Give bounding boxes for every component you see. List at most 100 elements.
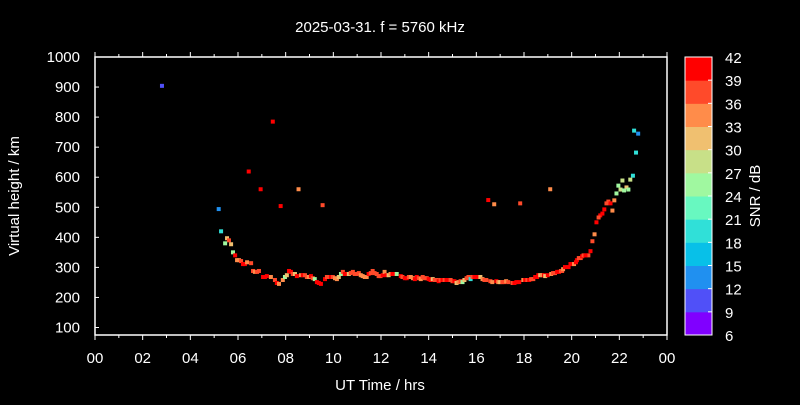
data-point xyxy=(340,269,345,274)
y-tick-label: 800 xyxy=(55,109,80,126)
data-point xyxy=(612,198,617,203)
y-tick-label: 200 xyxy=(55,289,80,306)
data-point xyxy=(264,274,269,279)
data-point xyxy=(223,241,228,246)
data-point xyxy=(233,253,238,258)
x-tick-label: 00 xyxy=(87,350,104,367)
colorbar-band xyxy=(685,149,712,174)
data-point xyxy=(444,278,449,283)
data-point xyxy=(356,271,361,276)
x-tick-label: 18 xyxy=(516,350,533,367)
data-point xyxy=(294,274,299,279)
data-point xyxy=(492,202,497,207)
data-point xyxy=(284,273,289,278)
data-point xyxy=(348,271,353,276)
data-point xyxy=(280,278,285,283)
colorbar-tick-label: 6 xyxy=(725,328,733,345)
data-point xyxy=(272,278,277,283)
chart-title: 2025-03-31. f = 5760 kHz xyxy=(295,19,465,36)
data-point xyxy=(614,191,619,196)
data-point xyxy=(219,229,224,234)
data-point xyxy=(316,281,321,286)
data-point xyxy=(600,211,605,216)
data-point xyxy=(412,277,417,282)
x-tick-label: 06 xyxy=(230,350,247,367)
data-point xyxy=(382,269,387,274)
data-point xyxy=(252,269,257,274)
data-point xyxy=(468,277,473,282)
data-point xyxy=(239,259,244,264)
data-point xyxy=(460,280,465,285)
data-point xyxy=(270,119,275,124)
data-point xyxy=(462,278,467,283)
data-point xyxy=(296,187,301,192)
data-point xyxy=(618,187,623,192)
x-tick-label: 08 xyxy=(277,350,294,367)
data-point xyxy=(288,269,293,274)
data-point xyxy=(414,274,419,279)
data-point xyxy=(330,274,335,279)
data-point xyxy=(159,83,164,88)
data-point xyxy=(543,274,548,279)
colorbar-tick-label: 42 xyxy=(725,50,742,67)
data-point xyxy=(420,274,425,279)
data-point xyxy=(604,201,609,206)
data-point xyxy=(548,187,553,192)
data-point xyxy=(602,207,607,212)
data-point xyxy=(478,274,483,279)
data-point xyxy=(308,274,313,279)
data-point xyxy=(628,177,633,182)
data-point xyxy=(320,203,325,208)
data-point xyxy=(384,273,389,278)
data-point xyxy=(378,274,383,279)
data-point xyxy=(518,201,523,206)
y-axis-label: Virtual height / km xyxy=(6,136,23,256)
x-axis-label: UT Time / hrs xyxy=(335,377,425,394)
data-point xyxy=(531,277,536,282)
colorbar-band xyxy=(685,126,712,151)
data-point xyxy=(342,271,347,276)
data-point xyxy=(322,277,327,282)
data-point xyxy=(242,262,247,267)
colorbar: 6 9 12 15 18 21 24 27 30 33 36 39 42 xyxy=(684,50,742,345)
data-point xyxy=(562,265,567,270)
data-point xyxy=(336,274,341,279)
data-point xyxy=(268,274,273,279)
data-point xyxy=(498,280,503,285)
colorbar-band xyxy=(685,242,712,266)
data-point xyxy=(306,274,311,279)
data-point xyxy=(368,271,373,276)
data-point xyxy=(456,280,461,285)
data-point xyxy=(545,273,550,278)
y-tick-label: 100 xyxy=(55,319,80,336)
data-point xyxy=(278,204,283,209)
y-tick-label: 700 xyxy=(55,139,80,156)
data-point xyxy=(486,198,491,203)
data-point xyxy=(366,271,371,276)
data-point xyxy=(428,278,433,283)
data-point xyxy=(598,213,603,218)
data-point xyxy=(561,267,566,272)
data-point xyxy=(586,253,591,258)
x-tick-label: 10 xyxy=(325,350,342,367)
data-point xyxy=(596,215,601,220)
y-tick-label: 900 xyxy=(55,79,80,96)
data-point xyxy=(354,271,359,276)
data-point xyxy=(583,253,588,258)
data-point xyxy=(474,274,479,279)
data-point xyxy=(258,187,263,192)
data-point xyxy=(290,271,295,276)
colorbar-band xyxy=(685,196,712,220)
data-point xyxy=(318,281,323,286)
colorbar-band xyxy=(685,311,712,336)
colorbar-band xyxy=(685,219,712,243)
x-tick-label: 20 xyxy=(563,350,580,367)
colorbar-tick-label: 39 xyxy=(725,73,742,90)
colorbar-band xyxy=(685,288,712,313)
data-point xyxy=(300,273,305,278)
colorbar-label: SNR / dB xyxy=(747,165,764,228)
data-point xyxy=(620,178,625,183)
data-point xyxy=(245,260,250,265)
